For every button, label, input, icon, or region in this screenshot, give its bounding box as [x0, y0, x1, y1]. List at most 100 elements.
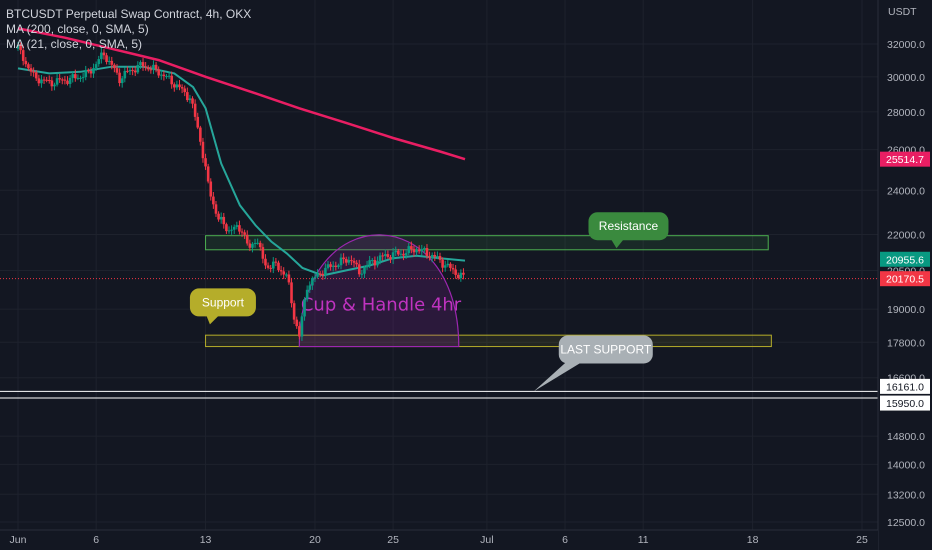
- candle-body: [172, 84, 176, 88]
- candle-body: [311, 278, 314, 286]
- candle-body: [118, 72, 121, 84]
- resistance-callout-pointer: [610, 238, 625, 249]
- candle-body: [212, 196, 215, 205]
- candle-body: [290, 282, 293, 304]
- candle-body: [105, 55, 108, 62]
- support-callout[interactable]: Support: [189, 288, 256, 325]
- candle-body: [305, 289, 309, 300]
- candle-body: [383, 254, 387, 256]
- candle-body: [245, 234, 249, 244]
- candle-body: [102, 52, 106, 56]
- time-tick-label: 11: [638, 534, 649, 546]
- candle-body: [110, 60, 114, 65]
- candle-body: [324, 267, 327, 276]
- candle-body: [266, 265, 270, 268]
- last-support-callout-bubble: [558, 335, 653, 364]
- candle-body: [76, 77, 80, 79]
- candle-body: [386, 254, 390, 258]
- price-axis[interactable]: USDT32000.030000.028000.026000.024000.02…: [877, 0, 932, 550]
- candle-body: [136, 65, 140, 73]
- candle-body: [37, 78, 41, 84]
- candle-body: [219, 216, 223, 220]
- candle-body: [45, 79, 48, 81]
- candle-body: [157, 69, 160, 76]
- ma21-label[interactable]: MA (21, close, 0, SMA, 5): [6, 37, 143, 51]
- ma200-line: [17, 27, 466, 161]
- time-tick-label: 25: [856, 534, 868, 546]
- last-support-callout-text: LAST SUPPORT: [560, 342, 652, 356]
- candle-body: [415, 249, 418, 253]
- candle-body: [282, 271, 286, 275]
- candle-body: [50, 80, 54, 87]
- candle-body: [175, 84, 179, 88]
- candle-body: [449, 263, 452, 268]
- candle-body: [100, 52, 103, 60]
- candle-body: [357, 264, 361, 275]
- price-badge-label: 20955.6: [886, 254, 924, 266]
- candle-body: [337, 265, 340, 267]
- candle-body: [438, 256, 442, 260]
- price-tick-label: 22000.0: [887, 230, 925, 242]
- candle-body: [462, 272, 465, 275]
- candle-body: [191, 98, 194, 104]
- resistance-callout[interactable]: Resistance: [588, 212, 669, 249]
- candle-body: [368, 260, 371, 266]
- time-axis-bg: [0, 530, 878, 550]
- time-tick-label: 6: [93, 534, 99, 546]
- candle-body: [217, 213, 220, 220]
- candle-body: [410, 246, 413, 250]
- price-badge: [880, 378, 930, 394]
- price-badge: [880, 395, 930, 411]
- candle-body: [376, 260, 379, 266]
- candle-body: [123, 70, 127, 79]
- symbol-title[interactable]: BTCUSDT Perpetual Swap Contract, 4h, OKX: [6, 7, 252, 21]
- price-tick-label: 14800.0: [887, 431, 925, 443]
- price-badge-label: 25514.7: [886, 154, 924, 166]
- candle-body: [344, 259, 348, 263]
- candle-body: [227, 230, 231, 232]
- candle-body: [81, 77, 85, 79]
- support-callout-bubble: [189, 288, 256, 317]
- candle-body: [316, 273, 319, 277]
- candle-body: [230, 229, 233, 231]
- candle-body: [355, 262, 358, 265]
- candle-body: [329, 264, 332, 267]
- candle-body: [162, 74, 166, 77]
- callouts[interactable]: Resistance Support LAST SUPPORT: [189, 212, 669, 392]
- price-badge-label: 16161.0: [886, 381, 924, 393]
- candle-body: [433, 254, 437, 257]
- candle-body: [258, 242, 262, 248]
- price-badge-label: 15950.0: [886, 398, 924, 410]
- candle-body: [68, 77, 72, 84]
- candle-body: [407, 246, 411, 254]
- last-support-callout[interactable]: LAST SUPPORT: [533, 335, 653, 392]
- candle-body: [84, 70, 88, 78]
- candle-body: [240, 231, 244, 233]
- candle-body: [381, 255, 384, 257]
- candle-body: [225, 224, 228, 232]
- candle-body: [436, 256, 439, 258]
- cup-arc: [298, 234, 460, 348]
- candle-body: [334, 265, 338, 267]
- candle-body: [222, 216, 226, 225]
- candle-body: [16, 45, 20, 49]
- candle-body: [199, 127, 202, 142]
- candle-body: [420, 248, 424, 252]
- candle-body: [235, 225, 239, 227]
- time-tick-label: 18: [747, 534, 759, 546]
- time-tick-label: Jul: [480, 534, 493, 546]
- candle-body: [287, 274, 291, 283]
- candle-body: [417, 249, 421, 252]
- candle-body: [74, 74, 77, 79]
- candle-body: [27, 64, 30, 69]
- candle-body: [214, 204, 218, 214]
- candle-body: [370, 260, 374, 262]
- candle-body: [313, 276, 317, 279]
- candle-body: [149, 69, 153, 71]
- time-axis[interactable]: Jun 6 13 20 25 Jul 6 11 18 25: [0, 529, 878, 550]
- candle-body: [391, 252, 395, 260]
- candle-body: [430, 254, 434, 258]
- candle-body: [188, 98, 192, 101]
- ma200-label[interactable]: MA (200, close, 0, SMA, 5): [6, 22, 149, 36]
